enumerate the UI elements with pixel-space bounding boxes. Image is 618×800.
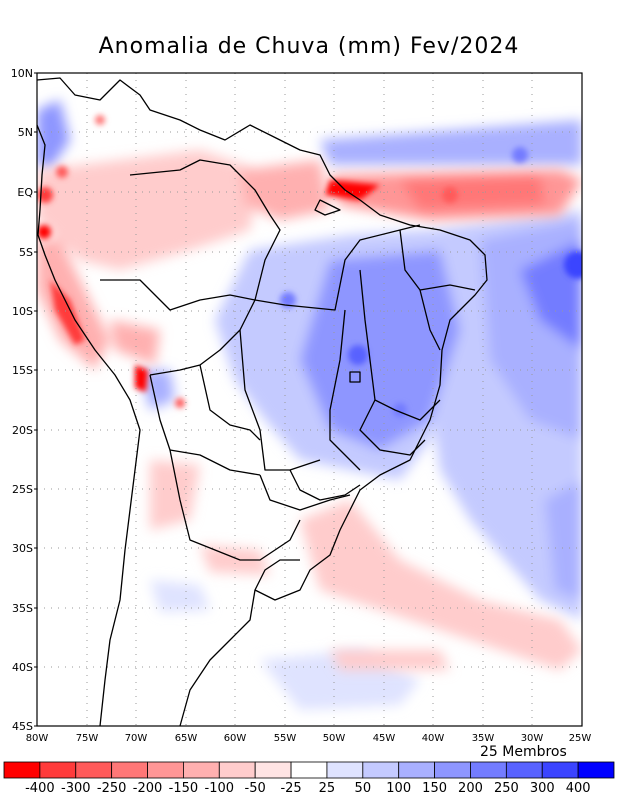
colorbar-tick-label: 25 <box>319 781 336 796</box>
map-frame <box>36 72 583 727</box>
colorbar-tick-label: 300 <box>530 781 555 796</box>
colorbar-tick-label: 150 <box>422 781 447 796</box>
colorbar-swatch <box>362 761 400 779</box>
colorbar-swatch <box>541 761 579 779</box>
lon-label: 75W <box>76 733 99 744</box>
lon-label: 45W <box>373 733 396 744</box>
map-title: Anomalia de Chuva (mm) Fev/2024 <box>98 34 520 59</box>
lon-label: 50W <box>323 733 346 744</box>
strong-positive-spots <box>280 147 582 417</box>
colorbar-tick-label: -300 <box>61 781 91 796</box>
ensemble-members-label: 25 Membros <box>480 744 567 760</box>
colorbar-tick-label: -50 <box>245 781 266 796</box>
colorbar-swatch <box>505 761 543 779</box>
lat-label: 45S <box>12 720 33 733</box>
lat-label: 25S <box>12 483 33 496</box>
lon-label: 40W <box>422 733 445 744</box>
colorbar-swatch <box>75 761 113 779</box>
strong-negative-spots <box>37 115 458 408</box>
lat-label: EQ <box>17 186 33 199</box>
colorbar <box>3 761 615 779</box>
lat-ticks <box>34 72 37 727</box>
lon-label: 70W <box>125 733 148 744</box>
negative-anomaly-region <box>37 150 582 670</box>
lon-label: 30W <box>521 733 544 744</box>
lat-label: 40S <box>12 661 33 674</box>
colorbar-swatch <box>326 761 364 779</box>
lat-label: 20S <box>12 424 33 437</box>
colorbar-tick-label: 100 <box>386 781 411 796</box>
colorbar-tick-label: 400 <box>566 781 591 796</box>
colorbar-tick-label: -100 <box>205 781 235 796</box>
colorbar-swatch <box>111 761 148 779</box>
colorbar-swatch <box>290 761 328 779</box>
colorbar-tick-label: -400 <box>25 781 55 796</box>
colorbar-swatch <box>39 761 77 779</box>
colorbar-tick-label: 250 <box>494 781 519 796</box>
lat-label: 10N <box>11 67 33 80</box>
colorbar-swatch <box>183 761 220 779</box>
colorbar-tick-label: -150 <box>169 781 199 796</box>
colorbar-swatch <box>3 761 41 779</box>
lat-label: 35S <box>12 602 33 615</box>
colorbar-swatch <box>398 761 435 779</box>
lon-label: 60W <box>224 733 247 744</box>
colorbar-tick-label: 200 <box>458 781 483 796</box>
colorbar-tick-label: 50 <box>355 781 372 796</box>
colorbar-labels: -400 -300 -250 -200 -150 -100 -50 -25 25 50 100 150… <box>25 781 590 796</box>
lat-label: 15S <box>12 364 33 377</box>
lon-label: 35W <box>472 733 495 744</box>
lat-label: 5S <box>19 246 33 259</box>
colorbar-swatch <box>434 761 471 779</box>
latitude-axis: 10N 5N EQ 5S 10S 15S 20S 25S 30S 35S 40S… <box>11 67 34 733</box>
lat-label: 30S <box>12 542 33 555</box>
colorbar-tick-label: -250 <box>97 781 127 796</box>
lat-label: 10S <box>12 305 33 318</box>
country-borders <box>36 77 488 727</box>
lon-label: 65W <box>175 733 198 744</box>
lon-label: 25W <box>569 733 592 744</box>
colorbar-swatch <box>577 761 615 779</box>
colorbar-tick-label: -200 <box>133 781 163 796</box>
colorbar-swatch <box>218 761 256 779</box>
lon-label: 55W <box>274 733 297 744</box>
colorbar-swatch <box>254 761 292 779</box>
longitude-axis: 80W 75W 70W 65W 60W 55W 50W 45W 40W 35W … <box>26 733 592 744</box>
colorbar-swatch <box>147 761 184 779</box>
lat-label: 5N <box>18 126 33 139</box>
lon-label: 80W <box>26 733 49 744</box>
colorbar-swatch <box>470 761 507 779</box>
anomaly-field <box>37 73 582 726</box>
colorbar-tick-label: -25 <box>280 781 301 796</box>
